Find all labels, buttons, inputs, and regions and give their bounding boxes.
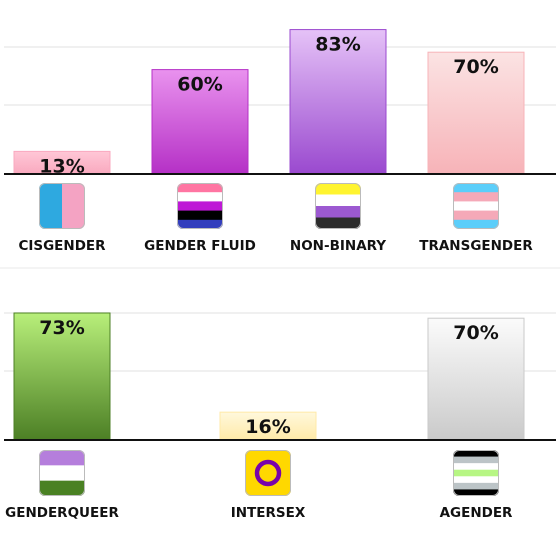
bar-agender xyxy=(427,317,525,441)
chart-panel-1: 13% CISGENDER 60% GENDER FLUID 83% NON-BINARY… xyxy=(4,29,556,254)
bar-intersex xyxy=(219,411,317,441)
category-label-cisgender: CISGENDER xyxy=(18,238,106,254)
category-label-non-binary: NON-BINARY xyxy=(290,238,386,254)
cisgender-flag-icon xyxy=(39,183,85,229)
genderqueer-flag-icon xyxy=(39,450,85,496)
bar-non-binary xyxy=(289,29,387,175)
data-label-agender: 70% xyxy=(453,322,498,344)
genderfluid-flag-icon xyxy=(177,183,223,229)
data-label-intersex: 16% xyxy=(245,416,290,438)
data-label-gender-fluid: 60% xyxy=(177,74,222,96)
category-label-transgender: TRANSGENDER xyxy=(419,238,533,254)
bar-gender-fluid xyxy=(151,69,249,175)
category-label-agender: AGENDER xyxy=(440,505,513,521)
data-label-cisgender: 13% xyxy=(39,155,84,177)
agender-flag-icon xyxy=(453,450,499,496)
transgender-flag-icon xyxy=(453,183,499,229)
bar-genderqueer xyxy=(13,312,111,441)
bar-transgender xyxy=(427,51,525,175)
category-label-gender-fluid: GENDER FLUID xyxy=(144,238,256,254)
nonbinary-flag-icon xyxy=(315,183,361,229)
chart-panel-2: 73% GENDERQUEER 16% INTERSEX 70% AGENDER xyxy=(4,312,556,521)
data-label-non-binary: 83% xyxy=(315,34,360,56)
category-label-intersex: INTERSEX xyxy=(231,505,306,521)
category-label-genderqueer: GENDERQUEER xyxy=(5,505,119,521)
intersex-flag-icon xyxy=(245,450,291,496)
data-label-transgender: 70% xyxy=(453,56,498,78)
data-label-genderqueer: 73% xyxy=(39,317,84,339)
